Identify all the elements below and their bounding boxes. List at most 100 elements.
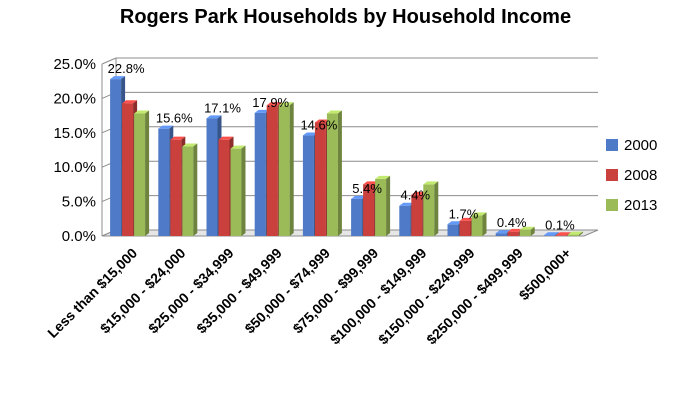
bar-2013 [326, 113, 338, 236]
bar-side-2013 [386, 175, 391, 236]
bar-2000 [206, 118, 218, 236]
bar-top-2008 [218, 136, 234, 140]
bar-2000 [351, 198, 363, 236]
bar-top-2000 [302, 132, 318, 136]
category-label: $25,000 - $34,999 [145, 245, 237, 337]
bar-side-2013 [241, 145, 246, 236]
bar-top-2013 [375, 175, 391, 179]
category-label: $50,000 - $74,999 [241, 245, 333, 337]
legend: 2000 2008 2013 [606, 137, 657, 214]
bar-top-2013 [326, 110, 342, 114]
bar-top-2013 [134, 110, 150, 114]
bar-top-2000 [495, 230, 511, 234]
y-tick-label: 25.0% [53, 56, 96, 73]
bar-top-2013 [230, 145, 246, 149]
data-label: 17.9% [252, 95, 289, 110]
bar-top-2000 [206, 115, 222, 119]
bar-2008 [122, 103, 134, 236]
category-label: Less than $15,000 [44, 245, 140, 341]
bar-2013 [230, 148, 242, 236]
bar-top-2008 [507, 228, 523, 232]
bar-top-2008 [170, 136, 186, 140]
data-label: 4.4% [400, 188, 430, 203]
bar-2008 [266, 105, 278, 236]
bar-2000 [302, 135, 314, 236]
legend-swatch-2008 [606, 169, 618, 181]
y-tick-label: 5.0% [62, 194, 96, 211]
bar-2013 [567, 234, 579, 236]
bar-2008 [555, 235, 567, 236]
bar-top-2000 [447, 221, 463, 225]
bar-2013 [423, 184, 435, 236]
bar-2008 [218, 139, 230, 236]
bar-2013 [182, 146, 194, 236]
bar-2008 [170, 139, 182, 236]
bar-top-2008 [363, 181, 379, 185]
bar-2008 [363, 184, 375, 236]
bar-2008 [314, 122, 326, 236]
category-label: $500,000+ [516, 245, 574, 303]
gridline-side [101, 57, 117, 65]
bar-side-2013 [578, 231, 583, 236]
bar-layer [110, 76, 583, 236]
data-label: 0.1% [545, 217, 575, 232]
bar-top-2000 [254, 109, 270, 113]
bar-2000 [399, 205, 411, 236]
data-label: 1.7% [449, 206, 479, 221]
legend-label-2000: 2000 [624, 137, 657, 154]
bar-top-2013 [567, 231, 583, 235]
data-label: 22.8% [108, 61, 145, 76]
legend-label-2008: 2008 [624, 167, 657, 184]
bar-side-2013 [337, 110, 342, 236]
bar-top-2013 [471, 212, 487, 216]
data-label: 5.4% [352, 181, 382, 196]
category-label: $75,000 - $99,999 [290, 245, 382, 337]
bar-2000 [543, 235, 555, 236]
bar-top-2008 [555, 232, 571, 236]
bar-2013 [278, 105, 290, 236]
bar-2008 [411, 194, 423, 236]
bar-top-2000 [158, 125, 174, 129]
category-label: $35,000 - $49,999 [193, 245, 285, 337]
bar-top-2000 [110, 76, 126, 80]
bar-top-2000 [399, 202, 415, 206]
bar-top-2008 [266, 102, 282, 106]
bar-top-2013 [423, 181, 439, 185]
bar-2000 [447, 224, 459, 236]
y-tick-label: 20.0% [53, 90, 96, 107]
chart-title: Rogers Park Households by Household Inco… [119, 6, 572, 28]
bar-top-2013 [519, 226, 535, 230]
bar-side-2013 [289, 102, 294, 236]
bar-side-2013 [145, 110, 150, 236]
legend-label-2013: 2013 [624, 197, 657, 214]
bar-top-2008 [411, 191, 427, 195]
y-tick-label: 10.0% [53, 159, 96, 176]
bar-top-2008 [122, 100, 138, 104]
bar-top-2013 [182, 143, 198, 147]
bar-top-2013 [278, 102, 294, 106]
bar-side-2000 [554, 232, 559, 236]
bar-side-2013 [434, 181, 439, 236]
bar-2013 [375, 178, 387, 236]
bar-top-2008 [459, 217, 475, 221]
bar-2013 [134, 113, 146, 236]
bar-side-2013 [193, 143, 198, 236]
data-label: 0.4% [497, 215, 527, 230]
bar-2000 [495, 233, 507, 236]
bar-top-2000 [351, 195, 367, 199]
data-label: 15.6% [156, 111, 193, 126]
category-label-layer: Less than $15,000$15,000 - $24,000$25,00… [44, 245, 574, 348]
bar-2008 [507, 231, 519, 236]
bar-top-2008 [314, 119, 330, 123]
bar-2013 [471, 215, 483, 236]
y-tick-label: 0.0% [62, 228, 96, 245]
bar-2000 [254, 112, 266, 236]
legend-swatch-2013 [606, 199, 618, 211]
bar-top-2000 [543, 232, 559, 236]
category-label: $15,000 - $24,000 [97, 245, 189, 337]
bar-2000 [110, 79, 122, 236]
y-tick-label: 15.0% [53, 125, 96, 142]
bar-side-2013 [482, 212, 487, 236]
bar-2000 [158, 128, 170, 236]
